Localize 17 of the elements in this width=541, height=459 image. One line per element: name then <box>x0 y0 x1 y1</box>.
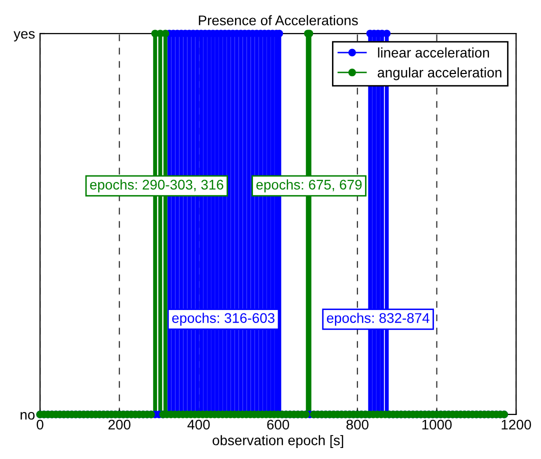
category-label: yes <box>14 31 35 42</box>
chart-title: Presence of Accelerations <box>198 15 358 26</box>
legend-label: linear acceleration <box>378 47 489 58</box>
annotation: epochs: 290-303, 316 <box>90 179 224 192</box>
category-label: no <box>20 412 35 420</box>
x-tick-label: 600 <box>267 420 290 430</box>
annotation: epochs: 675, 679 <box>256 179 362 192</box>
x-tick-label: 800 <box>346 420 368 430</box>
x-axis-title: observation epoch [s] <box>212 435 344 448</box>
legend-label: angular acceleration <box>378 67 502 80</box>
x-tick-label: 400 <box>187 420 210 430</box>
x-tick-label: 0 <box>36 420 44 430</box>
annotation: epochs: 316-603 <box>172 312 274 326</box>
x-tick-label: 200 <box>108 420 130 430</box>
annotation: epochs: 832-874 <box>326 312 430 326</box>
x-tick-label: 1000 <box>422 420 452 430</box>
x-tick-label: 1200 <box>502 420 532 430</box>
